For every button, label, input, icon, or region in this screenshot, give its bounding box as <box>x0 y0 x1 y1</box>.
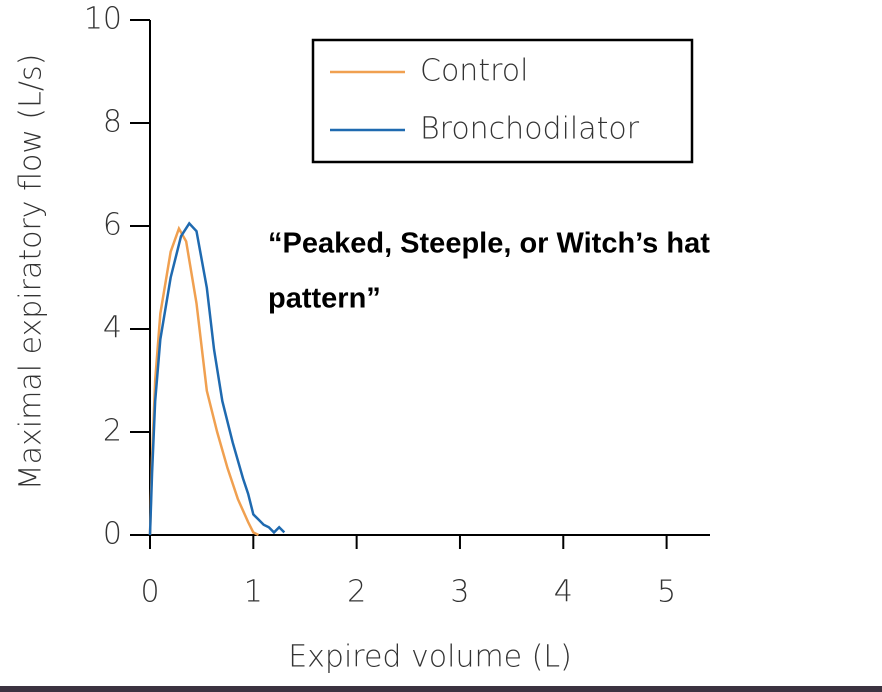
annotation: pattern” <box>268 283 381 315</box>
legend-label: Bronchodilator <box>420 112 640 147</box>
y-tick-label: 6 <box>103 208 122 243</box>
y-tick-label: 8 <box>103 105 122 140</box>
y-tick-label: 2 <box>103 414 122 449</box>
x-axis-label: Expired volume (L) <box>288 640 572 675</box>
x-tick-label: 2 <box>347 575 366 610</box>
y-tick-label: 4 <box>103 311 122 346</box>
x-tick-label: 0 <box>140 575 159 610</box>
y-tick-label: 0 <box>103 517 122 552</box>
legend-label: Control <box>420 54 528 89</box>
y-tick-label: 10 <box>84 2 122 37</box>
legend-box <box>311 38 694 164</box>
bottom-strip <box>0 686 882 692</box>
x-tick-label: 3 <box>450 575 469 610</box>
x-tick-label: 1 <box>244 575 263 610</box>
series-line <box>148 225 260 537</box>
x-tick-label: 5 <box>657 575 676 610</box>
series-line <box>148 221 286 536</box>
y-axis-label: Maximal expiratory flow (L/s) <box>14 54 49 491</box>
annotation: “Peaked, Steeple, or Witch’s hat <box>268 228 710 260</box>
x-tick-label: 4 <box>554 575 573 610</box>
